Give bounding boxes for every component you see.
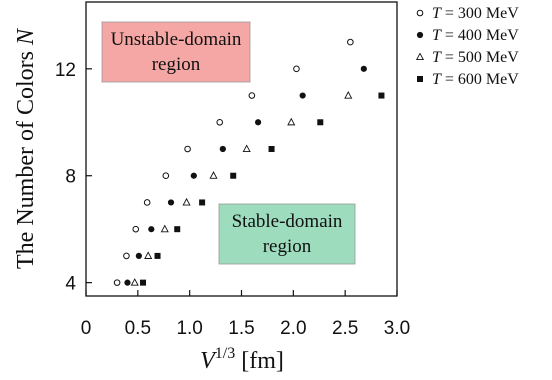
- x-tick-label: 2.5: [332, 318, 358, 339]
- data-point: [143, 199, 151, 206]
- region-box-label: Unstable-domain: [111, 29, 242, 50]
- data-point: [268, 146, 275, 152]
- legend-marker: [416, 31, 424, 39]
- points-layer: [113, 38, 385, 286]
- data-point: [293, 65, 300, 73]
- data-point: [230, 172, 237, 179]
- annotation-layer: Unstable-domain region Stable-domain region: [101, 21, 356, 265]
- data-point: [113, 279, 121, 286]
- data-point: [123, 252, 130, 260]
- data-point: [216, 118, 224, 126]
- legend-entry: T = 400 MeV: [416, 27, 519, 44]
- data-point: [148, 226, 155, 233]
- legend-entry: T = 600 MeV: [417, 71, 519, 88]
- x-tick-label: 1.0: [176, 318, 202, 339]
- region-box-label: region: [152, 54, 201, 75]
- x-tick-label: 1.5: [228, 318, 254, 339]
- data-point: [344, 90, 353, 99]
- data-point: [347, 38, 354, 46]
- legend-marker: [415, 52, 425, 61]
- data-point: [182, 197, 191, 206]
- y-axis-title: The Number of Colors N: [13, 27, 39, 269]
- region-box-label: Stable-domain: [232, 211, 343, 232]
- legend-marker: [416, 9, 424, 17]
- legend-label: T = 600 MeV: [432, 71, 519, 88]
- x-axis-title-base: V: [200, 348, 217, 374]
- data-point: [219, 145, 226, 153]
- data-point: [154, 252, 161, 259]
- x-axis-title: V1/3 [fm]: [200, 345, 284, 374]
- data-point: [199, 199, 206, 206]
- series-open-triangle: [130, 90, 353, 286]
- legend-label-var: T: [432, 71, 442, 88]
- legend-label-rest: = 300 MeV: [441, 5, 519, 22]
- x-tick-label: 2.0: [280, 318, 306, 339]
- data-point: [144, 251, 153, 259]
- data-point: [360, 65, 367, 72]
- data-point: [254, 119, 262, 126]
- stable-region-box: Stable-domain region: [218, 203, 356, 265]
- data-point: [132, 225, 140, 233]
- data-point: [242, 144, 251, 153]
- legend-entry: T = 300 MeV: [416, 5, 519, 22]
- y-tick-label: 12: [55, 60, 76, 81]
- legend-label-rest: = 400 MeV: [441, 27, 519, 44]
- series-filled-circle: [124, 65, 367, 286]
- data-point: [135, 252, 142, 260]
- legend-marker: [417, 76, 423, 82]
- region-box-label: region: [263, 236, 312, 257]
- data-point: [174, 226, 181, 233]
- x-tick-label: 3.0: [384, 318, 410, 339]
- legend-entry: T = 500 MeV: [415, 49, 519, 66]
- region-box-background: [218, 203, 356, 265]
- ticks-layer: 0 0.5 1.0 1.5 2.0 2.5 3.0 4 8 12: [55, 60, 410, 339]
- legend-label: T = 400 MeV: [432, 27, 519, 44]
- data-point: [378, 92, 385, 99]
- y-tick-label: 8: [65, 167, 76, 188]
- data-point: [299, 92, 306, 99]
- x-tick-label: 0.5: [125, 318, 151, 339]
- data-point: [124, 279, 131, 286]
- y-tick-label: 4: [65, 274, 76, 295]
- data-point: [190, 172, 197, 179]
- data-point: [248, 92, 256, 99]
- data-point: [160, 224, 169, 233]
- data-point: [130, 278, 139, 286]
- unstable-region-box: Unstable-domain region: [101, 21, 251, 83]
- y-axis-title-var: N: [13, 27, 39, 46]
- legend-label-rest: = 600 MeV: [441, 71, 519, 88]
- data-point: [140, 279, 147, 286]
- legend-label: T = 500 MeV: [432, 49, 519, 66]
- data-point: [209, 171, 218, 179]
- x-tick-label: 0: [81, 318, 92, 339]
- series-filled-square: [140, 92, 385, 286]
- x-axis-title-exponent: 1/3: [215, 345, 235, 362]
- series-open-circle: [113, 38, 354, 286]
- data-point: [317, 119, 324, 126]
- legend-label: T = 300 MeV: [432, 5, 519, 22]
- x-axis-title-unit: [fm]: [241, 348, 284, 374]
- legend-label-var: T: [432, 49, 442, 66]
- data-point: [167, 199, 175, 206]
- y-axis-title-text: The Number of Colors: [13, 45, 39, 269]
- data-point: [184, 145, 191, 153]
- region-box-background: [101, 21, 251, 83]
- data-point: [162, 172, 170, 180]
- data-point: [287, 117, 296, 126]
- legend-label-var: T: [432, 5, 442, 22]
- legend-label-rest: = 500 MeV: [441, 49, 519, 66]
- legend-label-var: T: [432, 27, 442, 44]
